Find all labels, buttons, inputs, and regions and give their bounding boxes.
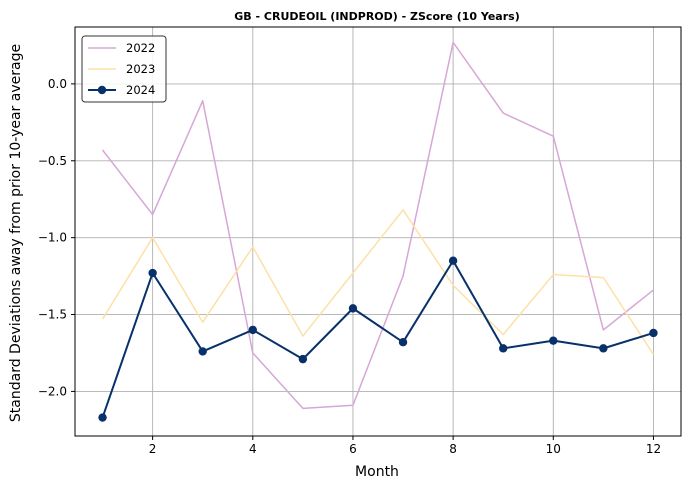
- x-tick-label: 10: [546, 442, 561, 456]
- y-tick-label: −0.5: [38, 154, 67, 168]
- y-axis-label: Standard Deviations away from prior 10-y…: [8, 44, 24, 422]
- x-tick-label: 8: [449, 442, 457, 456]
- x-tick-label: 12: [646, 442, 661, 456]
- x-tick-label: 6: [349, 442, 357, 456]
- y-tick-label: −1.0: [38, 231, 67, 245]
- data-point-2024: [198, 347, 207, 356]
- legend-frame: [81, 35, 167, 103]
- data-point-2024: [298, 354, 308, 364]
- data-point-2024: [398, 338, 408, 347]
- legend: 2022 2023 2024: [81, 35, 167, 103]
- data-point-2024: [98, 413, 107, 422]
- data-point-2024: [599, 344, 608, 353]
- series-line-2023: [101, 209, 655, 355]
- legend-label-2022: 2022: [126, 41, 155, 55]
- plot-frame: [74, 26, 682, 437]
- legend-marker-2024: [97, 85, 107, 95]
- data-point-2024: [649, 328, 658, 338]
- x-axis-label: Month: [355, 464, 399, 480]
- axis-ticks: 2 4 6 8 10 12 0.0 −0.5 −1.0 −1.5 −2.0: [38, 77, 661, 456]
- data-point-2024: [148, 268, 157, 278]
- data-point-2024: [348, 304, 358, 313]
- series-layer: [98, 41, 658, 422]
- x-tick-label: 4: [249, 442, 257, 456]
- data-point-2024: [248, 325, 257, 335]
- grid: [75, 27, 681, 436]
- y-tick-label: 0.0: [48, 77, 67, 91]
- legend-label-2024: 2024: [126, 83, 155, 97]
- series-line-2024: [101, 259, 654, 418]
- x-tick-label: 2: [149, 442, 157, 456]
- y-tick-label: −2.0: [38, 384, 67, 398]
- series-line-2022: [101, 41, 654, 410]
- data-point-2024: [448, 256, 458, 265]
- data-point-2024: [549, 336, 558, 345]
- legend-label-2023: 2023: [126, 62, 155, 76]
- data-point-2024: [499, 344, 508, 353]
- y-tick-label: −1.5: [38, 308, 67, 322]
- chart-title: GB - CRUDEOIL (INDPROD) - ZScore (10 Yea…: [234, 10, 519, 23]
